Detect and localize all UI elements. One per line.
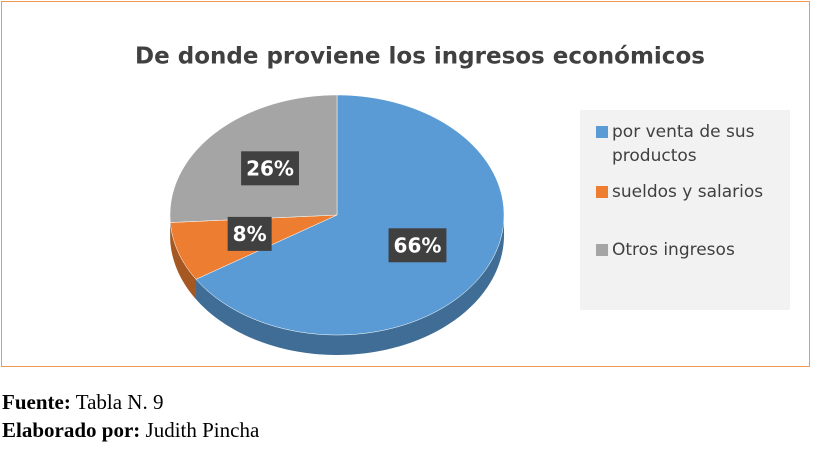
legend: por venta de sus productos sueldos y sala… [580,110,790,310]
data-label-box [388,228,447,263]
legend-item: Otros ingresos [596,238,782,262]
author: Elaborado por: Judith Pincha [2,418,259,443]
chart-frame [1,1,810,367]
legend-item: sueldos y salarios [596,180,782,204]
legend-swatch [596,186,608,198]
data-label-box [241,151,299,186]
author-label: Elaborado por: [2,418,141,442]
data-label: 66% [394,233,442,257]
legend-swatch [596,244,608,256]
slice-side [195,215,504,355]
data-label: 8% [233,222,267,246]
legend-label: sueldos y salarios [612,182,764,202]
slice-side [170,222,196,300]
slice [195,94,505,336]
legend-label: por venta de sus productos [612,122,755,166]
source-text: Tabla N. 9 [75,390,164,414]
author-text: Judith Pincha [145,418,260,442]
legend-item: por venta de sus productos [596,120,782,168]
data-label-box [227,216,272,251]
legend-label: Otros ingresos [612,240,735,260]
source: Fuente: Tabla N. 9 [2,390,163,415]
data-label: 26% [246,156,294,180]
source-label: Fuente: [2,390,71,414]
chart-title: De donde proviene los ingresos económico… [135,44,705,70]
legend-swatch [596,126,608,138]
